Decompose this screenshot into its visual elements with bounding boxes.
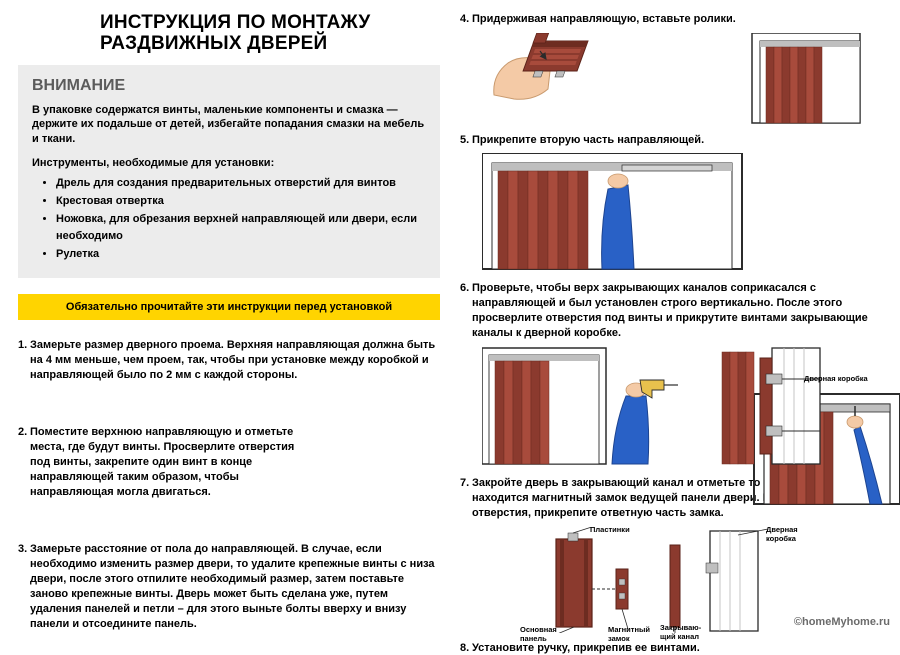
illustration-step-6: Дверная коробка xyxy=(460,346,882,466)
tool-item: Дрель для создания предварительных отвер… xyxy=(56,175,426,192)
step-number: 4. xyxy=(460,12,472,27)
step-number: 3. xyxy=(18,542,30,632)
title-line-1: ИНСТРУКЦИЯ ПО МОНТАЖУ xyxy=(100,12,370,33)
attention-text: В упаковке содержатся винты, маленькие к… xyxy=(32,103,426,148)
title-line-2: РАЗДВИЖНЫХ ДВЕРЕЙ xyxy=(100,33,327,54)
label-plastinki: Пластинки xyxy=(590,525,630,534)
step-4: 4. Придерживая направляющую, вставьте ро… xyxy=(460,12,882,27)
step-number: 2. xyxy=(18,425,30,500)
illustration-step-5 xyxy=(460,153,882,271)
right-column: 4. Придерживая направляющую, вставьте ро… xyxy=(454,12,882,624)
step-3: 3. Замерьте расстояние от пола до направ… xyxy=(18,542,440,632)
step-text: Придерживая направляющую, вставьте ролик… xyxy=(472,12,882,27)
tool-item: Рулетка xyxy=(56,246,426,263)
step-number: 5. xyxy=(460,133,472,148)
step-2-row: 2. Поместите верхнюю направляющую и отме… xyxy=(18,425,440,500)
warning-banner: Обязательно прочитайте эти инструкции пе… xyxy=(18,294,440,320)
step-text: Поместите верхнюю направляющую и отметьт… xyxy=(30,425,296,500)
step-number: 1. xyxy=(18,338,30,383)
step-number: 8. xyxy=(460,641,472,655)
step-8: 8. Установите ручку, прикрепив ее винтам… xyxy=(460,641,882,655)
left-column: ИНСТРУКЦИЯ ПО МОНТАЖУ РАЗДВИЖНЫХ ДВЕРЕЙ … xyxy=(18,12,454,624)
illustration-step-4 xyxy=(460,33,882,125)
step-text: Замерьте расстояние от пола до направляю… xyxy=(30,542,440,632)
tool-item: Крестовая отвертка xyxy=(56,193,426,210)
tools-list: Дрель для создания предварительных отвер… xyxy=(32,175,426,263)
tool-item: Ножовка, для обрезания верхней направляю… xyxy=(56,211,426,245)
step-2: 2. Поместите верхнюю направляющую и отме… xyxy=(18,425,296,500)
step-6: 6. Проверьте, чтобы верх закрывающих кан… xyxy=(460,281,882,340)
attention-box: ВНИМАНИЕ В упаковке содержатся винты, ма… xyxy=(18,65,440,279)
attention-heading: ВНИМАНИЕ xyxy=(32,77,426,95)
step-number: 6. xyxy=(460,281,472,340)
main-title: ИНСТРУКЦИЯ ПО МОНТАЖУ РАЗДВИЖНЫХ ДВЕРЕЙ xyxy=(18,12,440,55)
step-5: 5. Прикрепите вторую часть направляющей. xyxy=(460,133,882,148)
label-magnitny-zamok: Магнитный замок xyxy=(608,625,654,643)
step-text: Замерьте размер дверного проема. Верхняя… xyxy=(30,338,440,383)
label-dvernaya-korobka-2: Дверная коробка xyxy=(766,525,810,543)
step-number: 7. xyxy=(460,476,472,520)
step-1: 1. Замерьте размер дверного проема. Верх… xyxy=(18,338,440,383)
label-dvernaya-korobka: Дверная коробка xyxy=(804,374,868,383)
step-text: Прикрепите вторую часть направляющей. xyxy=(472,133,882,148)
step-text: Установите ручку, прикрепив ее винтами. xyxy=(472,641,882,655)
tools-heading: Инструменты, необходимые для установки: xyxy=(32,157,426,169)
watermark: ©homeMyhome.ru xyxy=(794,616,890,628)
step-text: Проверьте, чтобы верх закрывающих канало… xyxy=(472,281,882,340)
label-osnovnaya-panel: Основная панель xyxy=(520,625,570,643)
